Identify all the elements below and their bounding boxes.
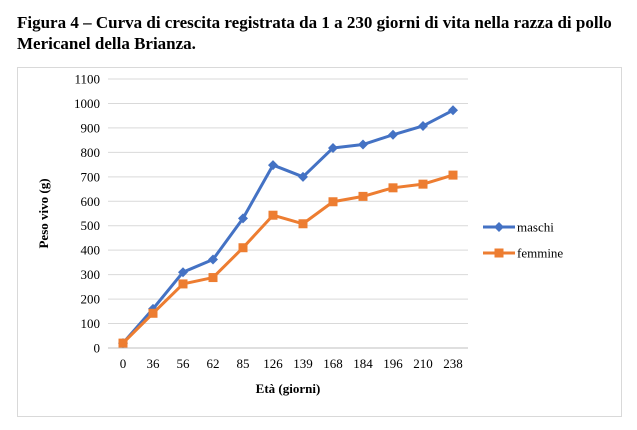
data-point-femmine: [118, 338, 128, 348]
legend-marker-femmine: [494, 248, 504, 258]
data-point-maschi: [298, 171, 308, 182]
y-tick-label: 1000: [74, 96, 100, 111]
y-tick-label: 1100: [74, 72, 100, 87]
legend-label-maschi: maschi: [517, 220, 554, 235]
data-point-maschi: [328, 142, 338, 153]
data-point-maschi: [238, 213, 248, 224]
y-tick-label: 100: [81, 316, 101, 331]
data-point-femmine: [358, 191, 368, 201]
x-tick-label: 210: [413, 356, 433, 371]
data-point-maschi: [178, 267, 188, 278]
grid-lines: [108, 78, 468, 325]
data-point-femmine: [148, 308, 158, 318]
series-line-maschi: [121, 108, 454, 345]
x-tick-label: 238: [443, 356, 463, 371]
data-point-femmine: [298, 219, 308, 229]
y-tick-label: 400: [81, 243, 101, 258]
figure-caption: Figura 4 – Curva di crescita registrata …: [17, 13, 612, 53]
x-tick-label: 85: [237, 356, 250, 371]
legend-label-femmine: femmine: [517, 246, 563, 261]
y-tick-label: 200: [81, 292, 101, 307]
y-tick-label: 500: [81, 218, 101, 233]
data-point-femmine: [388, 183, 398, 193]
data-point-femmine: [238, 243, 248, 253]
x-tick-label: 196: [383, 356, 403, 371]
x-axis-title: Età (giorni): [256, 381, 321, 396]
y-tick-label: 600: [81, 194, 101, 209]
data-point-maschi: [208, 254, 218, 265]
x-tick-label: 139: [293, 356, 313, 371]
data-point-maschi: [418, 120, 428, 131]
data-point-femmine: [208, 273, 218, 283]
data-point-femmine: [448, 170, 458, 180]
legend: maschi femmine: [483, 220, 563, 261]
data-point-femmine: [178, 279, 188, 289]
chart-frame: 0 100 200 300 400 500 600 700 800 900 1000 1100 0 36…: [17, 67, 622, 417]
y-axis-title: Peso vivo (g): [36, 178, 51, 248]
y-tick-label: 900: [81, 120, 101, 135]
y-tick-label: 300: [81, 267, 101, 282]
line-chart: 0 100 200 300 400 500 600 700 800 900 1000 1100 0 36…: [36, 72, 563, 397]
y-tick-label: 800: [81, 145, 101, 160]
data-point-femmine: [268, 210, 278, 220]
y-tick-label: 700: [81, 169, 101, 184]
x-tick-label: 0: [120, 356, 127, 371]
x-tick-label: 184: [353, 356, 373, 371]
data-point-femmine: [418, 179, 428, 189]
x-tick-label: 126: [263, 356, 283, 371]
series-line-femmine: [121, 173, 454, 345]
x-tick-labels: 0 36 56 62 85 126 139 168 184 196 210 238: [120, 356, 463, 371]
x-tick-label: 168: [323, 356, 343, 371]
x-tick-label: 62: [207, 356, 220, 371]
series-group: [118, 105, 458, 349]
x-tick-label: 36: [147, 356, 161, 371]
data-point-maschi: [358, 139, 368, 150]
data-point-maschi: [448, 105, 458, 116]
y-tick-labels: 0 100 200 300 400 500 600 700 800 900 1000 1100: [74, 72, 100, 356]
data-point-maschi: [268, 160, 278, 171]
x-tick-label: 56: [177, 356, 191, 371]
data-point-maschi: [388, 129, 398, 140]
y-tick-label: 0: [94, 341, 101, 356]
data-point-femmine: [328, 197, 338, 207]
legend-marker-maschi: [494, 222, 504, 232]
